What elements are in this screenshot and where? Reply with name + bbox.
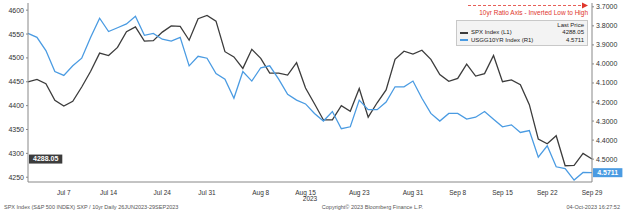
svg-text:Jul 31: Jul 31 <box>198 189 216 196</box>
svg-text:Sep 22: Sep 22 <box>537 189 558 197</box>
svg-text:4450: 4450 <box>8 78 24 85</box>
html-text:USGG10YR Index (R1): USGG10YR Index (R1) <box>471 36 534 43</box>
html-text:4.5711: 4.5711 <box>566 36 584 43</box>
svg-text:4300: 4300 <box>8 150 24 157</box>
svg-text:Aug 15: Aug 15 <box>295 188 316 196</box>
svg-text:4600: 4600 <box>8 7 24 14</box>
html-text:Last Price: Last Price <box>557 22 584 28</box>
html-text:SPX Index (S&P 500 INDEX) SXP: SPX Index (S&P 500 INDEX) SXP / 10yr Dai… <box>4 204 179 210</box>
svg-text:2023: 2023 <box>303 195 318 201</box>
svg-text:Aug 23: Aug 23 <box>349 189 370 197</box>
svg-text:4.2000: 4.2000 <box>596 99 616 106</box>
svg-text:4.4000: 4.4000 <box>596 137 616 144</box>
svg-text:Sep 8: Sep 8 <box>449 189 466 197</box>
svg-text:4550: 4550 <box>8 31 24 38</box>
svg-text:Jul 14: Jul 14 <box>100 189 118 196</box>
svg-text:Sep 15: Sep 15 <box>492 189 513 197</box>
svg-text:4.5000: 4.5000 <box>596 156 616 163</box>
svg-text:4.5711: 4.5711 <box>597 169 616 176</box>
svg-text:4350: 4350 <box>8 126 24 133</box>
html-text:Copyright© 2023 Bloomberg Fina: Copyright© 2023 Bloomberg Finance L.P. <box>321 204 423 210</box>
svg-text:4288.05: 4288.05 <box>33 155 58 162</box>
svg-text:Jul 7: Jul 7 <box>57 189 71 196</box>
html-text:4288.05: 4288.05 <box>562 29 584 35</box>
svg-text:Aug 31: Aug 31 <box>403 189 424 197</box>
svg-text:4.0000: 4.0000 <box>596 60 616 67</box>
svg-text:3.7000: 3.7000 <box>596 3 616 10</box>
html-text:04-Oct-2023 16:27:52: 04-Oct-2023 16:27:52 <box>566 204 620 210</box>
svg-text:Jul 24: Jul 24 <box>154 189 172 196</box>
svg-text:4.3000: 4.3000 <box>596 118 616 125</box>
svg-text:Aug 8: Aug 8 <box>252 189 269 197</box>
svg-text:4.1000: 4.1000 <box>596 79 616 86</box>
svg-text:4250: 4250 <box>8 174 24 181</box>
html-text:10yr Ratio Axis - Inverted Low: 10yr Ratio Axis - Inverted Low to High <box>479 9 588 16</box>
svg-text:3.8000: 3.8000 <box>596 22 616 29</box>
svg-text:4400: 4400 <box>8 102 24 109</box>
html-text:SPX Index (L1): SPX Index (L1) <box>471 29 512 35</box>
svg-text:3.9000: 3.9000 <box>596 41 616 48</box>
svg-text:4500: 4500 <box>8 54 24 61</box>
svg-text:Sep 29: Sep 29 <box>582 189 603 197</box>
